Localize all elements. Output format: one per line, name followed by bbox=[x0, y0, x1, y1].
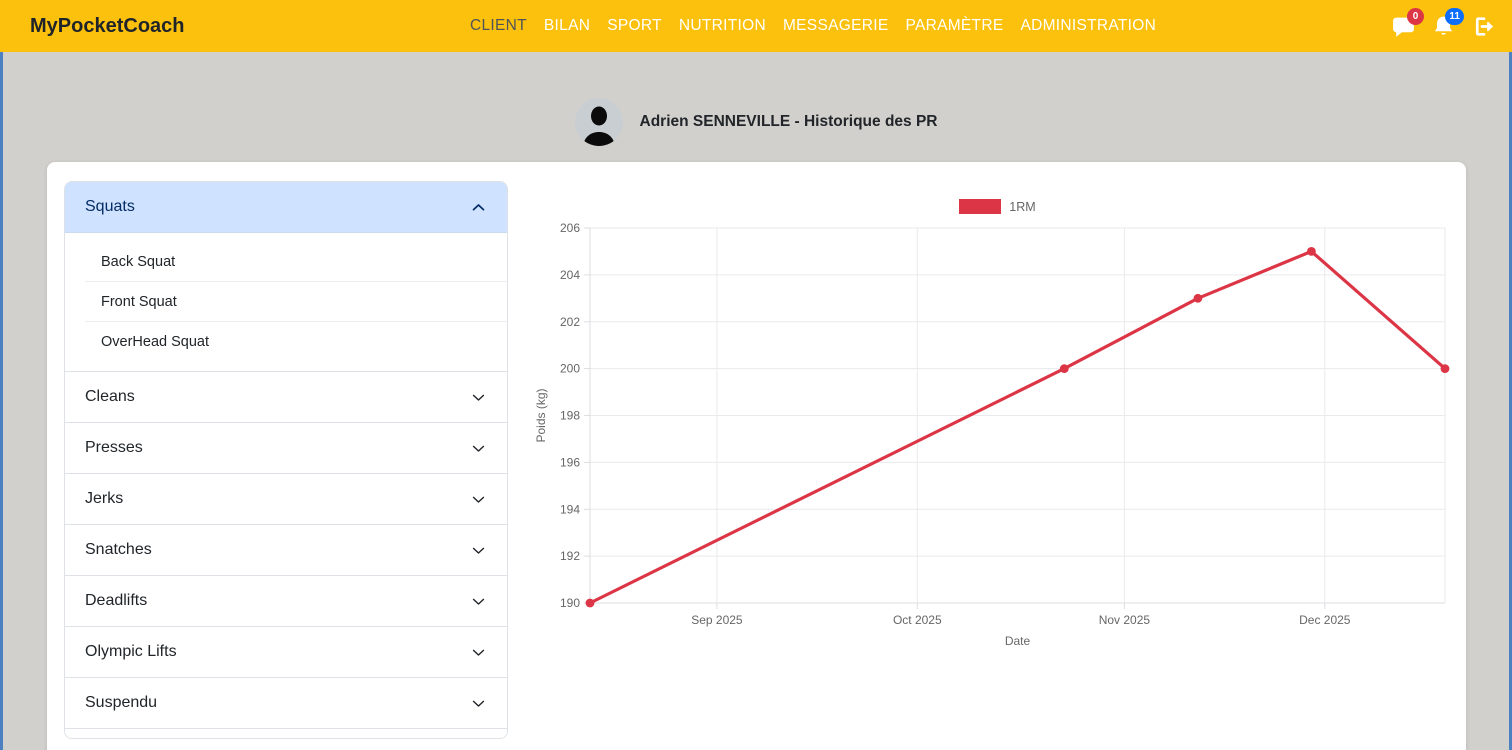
chevron-down-icon bbox=[472, 445, 485, 452]
main-content: Adrien SENNEVILLE - Historique des PR Sq… bbox=[0, 52, 1512, 750]
accordion-section-partial bbox=[65, 728, 507, 738]
main-nav: CLIENT BILAN SPORT NUTRITION MESSAGERIE … bbox=[470, 0, 1156, 52]
svg-text:Sep 2025: Sep 2025 bbox=[691, 613, 743, 627]
nav-item-client[interactable]: CLIENT bbox=[470, 17, 527, 34]
accordion-label: Deadlifts bbox=[85, 592, 148, 609]
accordion-header-snatches[interactable]: Snatches bbox=[65, 524, 507, 575]
nav-item-parametre[interactable]: PARAMÈTRE bbox=[905, 17, 1004, 34]
accordion-section-suspendu: Suspendu bbox=[65, 677, 507, 728]
list-item-back-squat[interactable]: Back Squat bbox=[85, 242, 507, 282]
nav-item-messagerie[interactable]: MESSAGERIE bbox=[782, 17, 889, 34]
svg-text:Dec 2025: Dec 2025 bbox=[1299, 613, 1351, 627]
accordion-header-deadlifts[interactable]: Deadlifts bbox=[65, 575, 507, 626]
messages-icon[interactable]: 0 bbox=[1391, 7, 1424, 39]
accordion-section-snatches: Snatches bbox=[65, 524, 507, 575]
svg-text:206: 206 bbox=[560, 221, 580, 235]
nav-item-sport[interactable]: SPORT bbox=[607, 17, 662, 34]
chevron-down-icon bbox=[472, 547, 485, 554]
svg-text:196: 196 bbox=[560, 455, 580, 469]
accordion-label: Olympic Lifts bbox=[85, 643, 177, 660]
accordion-label: Suspendu bbox=[85, 694, 158, 711]
accordion-section-jerks: Jerks bbox=[65, 473, 507, 524]
navbar-icon-group: 0 11 bbox=[1391, 0, 1496, 52]
svg-text:Oct 2025: Oct 2025 bbox=[893, 613, 942, 627]
chevron-down-icon bbox=[472, 496, 485, 503]
logout-icon[interactable] bbox=[1471, 14, 1496, 39]
accordion-section-presses: Presses bbox=[65, 422, 507, 473]
accordion-header-olympic-lifts[interactable]: Olympic Lifts bbox=[65, 626, 507, 677]
svg-text:200: 200 bbox=[560, 362, 580, 376]
profile-header: Adrien SENNEVILLE - Historique des PR bbox=[3, 98, 1509, 146]
chevron-down-icon bbox=[472, 649, 485, 656]
svg-text:190: 190 bbox=[560, 596, 580, 610]
exercise-accordion: Squats Back Squat Front Squat OverHead S… bbox=[64, 181, 508, 739]
brand-logo[interactable]: MyPocketCoach bbox=[30, 15, 185, 37]
svg-text:204: 204 bbox=[560, 268, 580, 282]
accordion-label: Cleans bbox=[85, 388, 135, 405]
nav-item-nutrition[interactable]: NUTRITION bbox=[678, 17, 766, 34]
list-item-overhead-squat[interactable]: OverHead Squat bbox=[101, 334, 210, 350]
pr-history-line-chart[interactable]: 190 192 194 196 198 200 202 204 206 Sep 2025 Oct 2… bbox=[47, 162, 1466, 692]
svg-text:202: 202 bbox=[560, 315, 580, 329]
svg-text:Date: Date bbox=[1005, 634, 1031, 648]
accordion-label: Snatches bbox=[85, 541, 152, 558]
chart-legend-1rm[interactable]: 1RM bbox=[535, 199, 1460, 214]
accordion-header-suspendu[interactable]: Suspendu bbox=[65, 677, 507, 728]
notifications-badge: 11 bbox=[1445, 7, 1464, 25]
accordion-section-cleans: Cleans bbox=[65, 371, 507, 422]
content-card: Squats Back Squat Front Squat OverHead S… bbox=[47, 162, 1466, 750]
accordion-section-olympic-lifts: Olympic Lifts bbox=[65, 626, 507, 677]
chevron-down-icon bbox=[472, 598, 485, 605]
accordion-header-jerks[interactable]: Jerks bbox=[65, 473, 507, 524]
chevron-down-icon bbox=[472, 394, 485, 401]
chevron-down-icon bbox=[472, 700, 485, 707]
accordion-header-presses[interactable]: Presses bbox=[65, 422, 507, 473]
accordion-label: Presses bbox=[85, 439, 143, 456]
person-silhouette-icon bbox=[574, 98, 623, 146]
legend-color-swatch bbox=[959, 199, 1002, 214]
svg-text:194: 194 bbox=[560, 502, 580, 516]
legend-label: 1RM bbox=[1009, 199, 1036, 214]
accordion-header-cleans[interactable]: Cleans bbox=[65, 371, 507, 422]
accordion-header-squats[interactable]: Squats bbox=[65, 182, 507, 233]
accordion-section-squats: Squats Back Squat Front Squat OverHead S… bbox=[65, 182, 507, 371]
svg-text:192: 192 bbox=[560, 549, 580, 563]
accordion-label: Jerks bbox=[85, 490, 124, 507]
accordion-section-deadlifts: Deadlifts bbox=[65, 575, 507, 626]
nav-item-bilan[interactable]: BILAN bbox=[543, 17, 591, 34]
notifications-icon[interactable]: 11 bbox=[1431, 7, 1464, 39]
squats-sub-list: Back Squat Front Squat OverHead Squat bbox=[65, 233, 507, 371]
avatar bbox=[574, 98, 623, 146]
svg-text:Poids (kg): Poids (kg) bbox=[534, 388, 548, 442]
page-title: Adrien SENNEVILLE - Historique des PR bbox=[639, 113, 938, 130]
nav-item-administration[interactable]: ADMINISTRATION bbox=[1020, 17, 1157, 34]
accordion-label: Squats bbox=[85, 198, 135, 215]
svg-text:Nov 2025: Nov 2025 bbox=[1099, 613, 1151, 627]
messages-badge: 0 bbox=[1407, 7, 1424, 25]
svg-text:198: 198 bbox=[560, 409, 580, 423]
sign-out-icon bbox=[1475, 16, 1493, 36]
top-navbar: MyPocketCoach CLIENT BILAN SPORT NUTRITI… bbox=[0, 0, 1512, 52]
list-item-front-squat[interactable]: Front Squat bbox=[85, 282, 507, 322]
chevron-up-icon bbox=[472, 203, 485, 210]
